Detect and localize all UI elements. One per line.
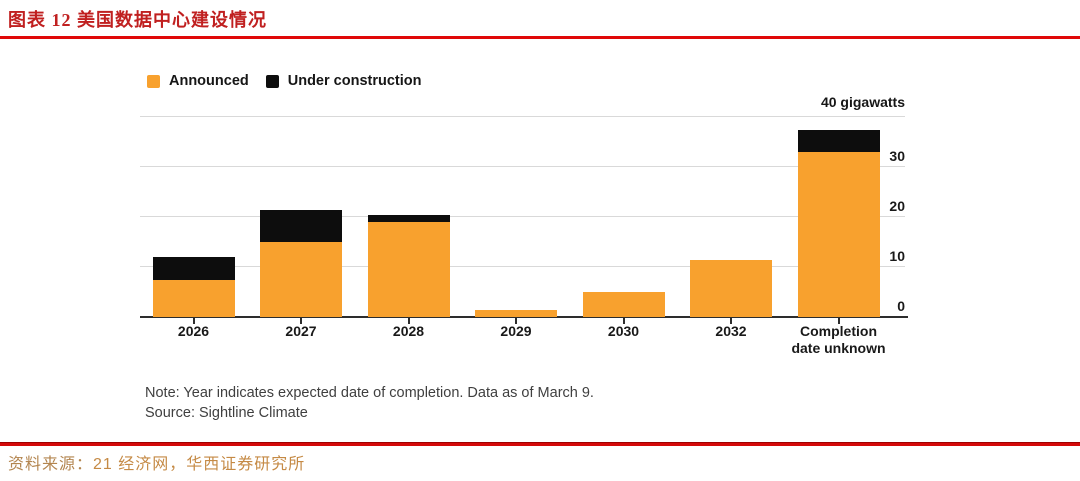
plot-area: 2026 2027 2028 2029 2030 2032 Completion date … <box>140 116 908 356</box>
gridline-30 <box>140 166 905 167</box>
x-axis-label-2030: 2030 <box>607 323 640 339</box>
x-axis-tick-completion-date-unknown <box>837 318 840 324</box>
legend-label-under-construction: Under construction <box>287 73 422 89</box>
x-axis-baseline <box>140 316 908 318</box>
gridline-20 <box>140 216 905 217</box>
y-axis-tick-label-0: 0 <box>897 298 905 314</box>
legend-swatch-icon-under-construction <box>265 74 279 88</box>
source-attribution-text: 21 经济网，华西证券研究所 <box>93 456 306 473</box>
legend-swatch-icon-announced <box>147 74 160 88</box>
bar-announced-2030 <box>582 292 665 317</box>
bar-announced-2027 <box>260 242 342 317</box>
x-axis-tick-2032 <box>730 318 732 324</box>
x-axis-label-2026: 2026 <box>177 323 210 339</box>
legend-item-under-construction: Under construction <box>265 73 422 89</box>
x-axis-tick-2027 <box>300 318 302 324</box>
bar-under-construction-completion-date-unknown <box>797 129 880 152</box>
source-attribution: 资料来源：21 经济网，华西证券研究所 <box>8 450 305 474</box>
x-axis-tick-2028 <box>407 318 410 324</box>
x-axis-tick-2030 <box>622 318 625 324</box>
x-axis-label-2028: 2028 <box>392 323 425 339</box>
y-axis-tick-label-10: 10 <box>889 248 905 264</box>
bar-announced-2026 <box>152 279 235 317</box>
gridline-10 <box>140 266 905 267</box>
bar-under-construction-2026 <box>152 257 235 280</box>
bar-announced-2028 <box>367 222 450 317</box>
x-axis-label-2027: 2027 <box>285 323 317 339</box>
x-axis-tick-2029 <box>515 318 517 324</box>
x-axis-label-2032: 2032 <box>715 323 747 339</box>
chart-source-line: Source: Sightline Climate <box>145 405 308 421</box>
gridline-40 <box>140 116 905 117</box>
bar-announced-2032 <box>690 259 772 317</box>
chart-footnote: Note: Year indicates expected date of co… <box>145 383 594 423</box>
bar-under-construction-2027 <box>260 209 342 242</box>
y-axis-unit-label: 40 gigawatts <box>820 94 905 110</box>
x-axis-tick-2026 <box>192 318 195 324</box>
bar-under-construction-2028 <box>367 214 450 222</box>
bar-announced-2029 <box>475 309 557 317</box>
top-divider-line <box>0 36 1080 39</box>
bar-announced-completion-date-unknown <box>797 152 880 317</box>
figure-title: 图表 12 美国数据中心建设情况 <box>8 10 267 30</box>
legend-label-announced: Announced <box>169 73 249 89</box>
chart-legend: Announced Under construction <box>147 73 421 89</box>
chart-note-line: Note: Year indicates expected date of co… <box>145 385 594 401</box>
source-attribution-prefix: 资料来源： <box>8 456 94 473</box>
x-axis-label-completion-date-unknown: Completion date unknown <box>791 323 886 356</box>
legend-item-announced: Announced <box>147 73 249 89</box>
bottom-divider-line <box>0 442 1080 446</box>
y-axis-tick-label-30: 30 <box>889 148 905 164</box>
y-axis-tick-label-20: 20 <box>889 198 905 214</box>
x-axis-label-2029: 2029 <box>500 323 532 339</box>
